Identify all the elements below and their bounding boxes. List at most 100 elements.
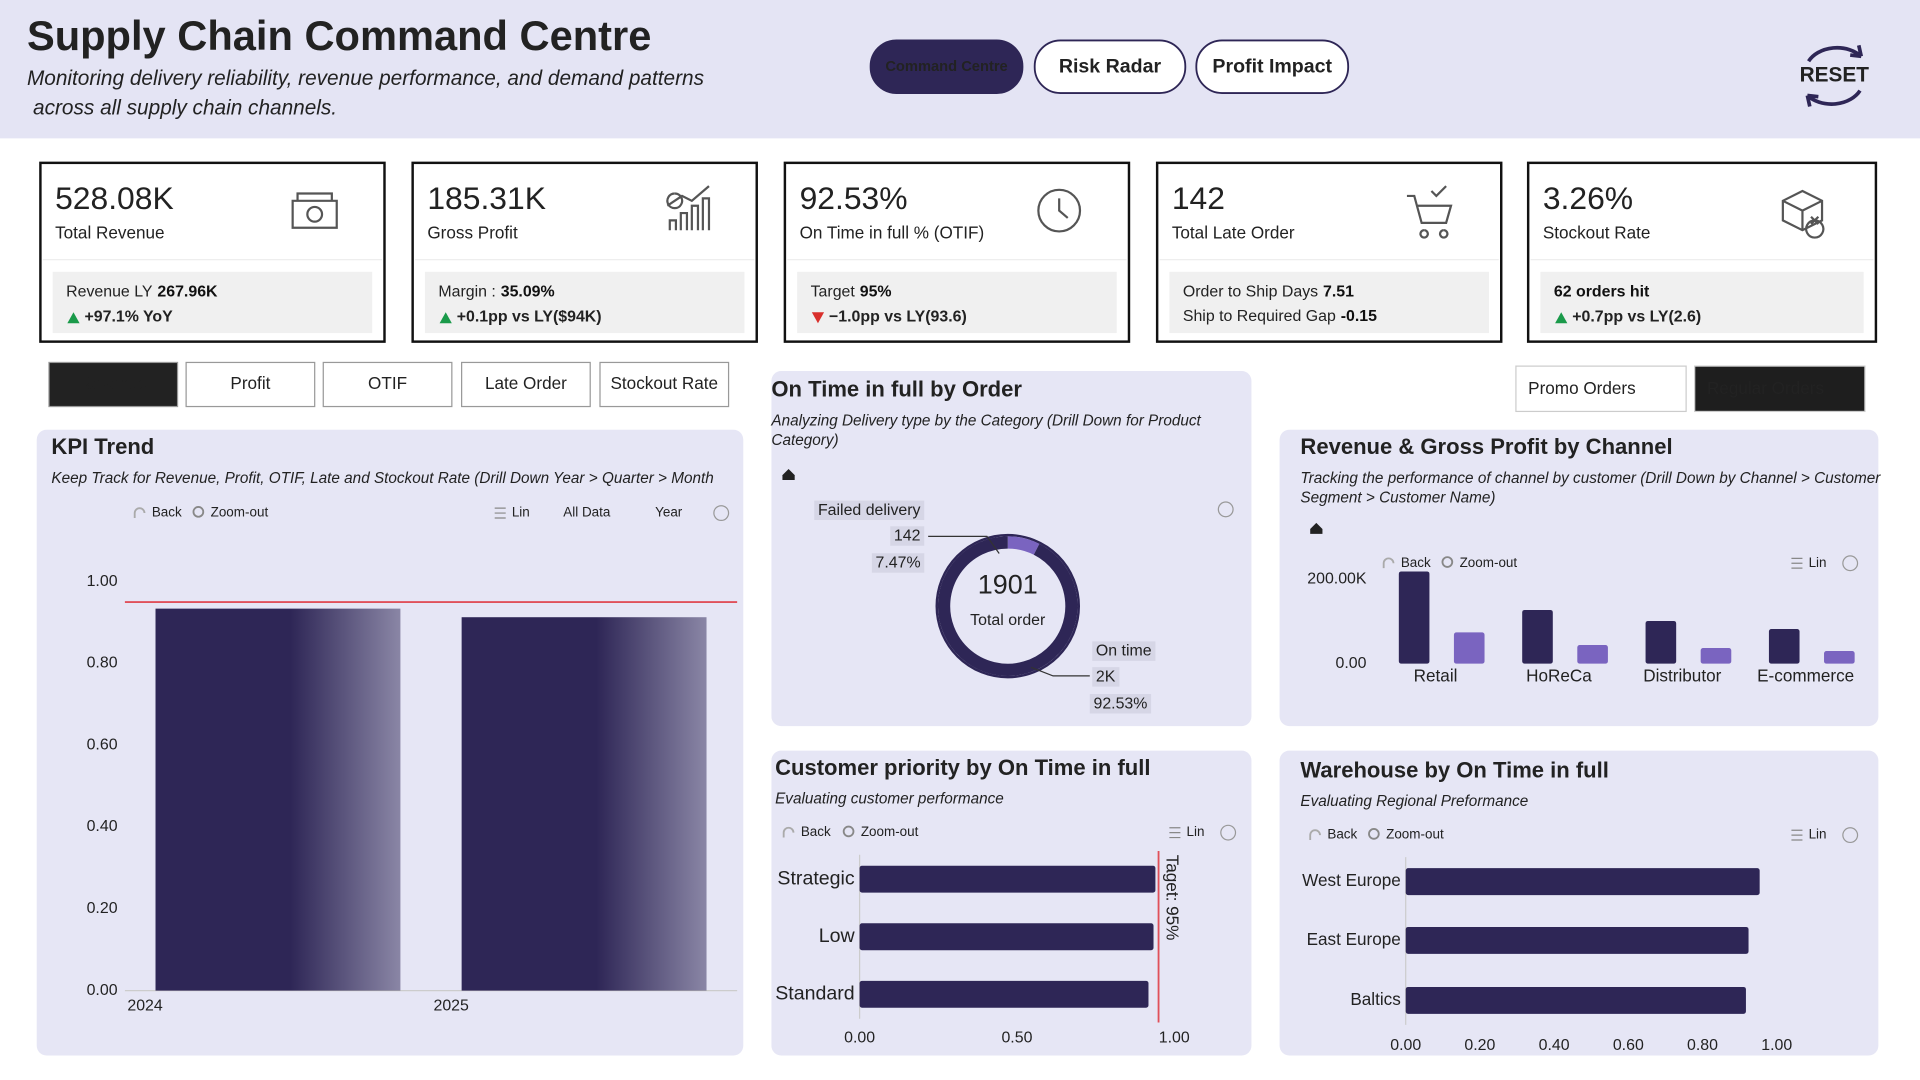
kpi-value: 185.31K [427,180,546,216]
kpi-detail: Margin : 35.09% [438,284,554,301]
tab-label[interactable]: Stockout Rate [610,373,718,393]
kpi-detail-label: Margin : [438,284,495,301]
bar [859,980,1149,1008]
donut-value-label: 2K [1096,668,1116,685]
toggle-label[interactable]: Promo Orders [1528,378,1636,398]
nav-button-label[interactable]: Command Centre [885,59,1007,75]
tab-button[interactable] [599,361,730,408]
x-tick-label: 1.00 [1159,1030,1190,1047]
help-icon[interactable] [713,505,730,522]
home-icon[interactable] [1310,522,1323,534]
kpi-detail-box [52,271,373,334]
help-icon[interactable] [1842,555,1859,572]
label-background [1092,667,1120,687]
tab-button[interactable] [185,361,316,408]
nav-button[interactable] [869,39,1024,94]
back-icon[interactable] [782,826,795,838]
x-tick-label: 0.20 [1464,1037,1495,1054]
home-icon[interactable] [782,468,795,480]
toolbar-scale[interactable]: Lin [1809,555,1827,570]
toolbar-option[interactable]: All Data [563,505,611,520]
kpi-value: 142 [1172,180,1225,216]
kpi-detail-value: -0.15 [1341,308,1377,325]
toolbar-back[interactable]: Back [1401,555,1431,570]
toolbar-option[interactable]: Year [655,505,683,520]
kpi-change: +0.7pp vs LY(2.6) [1572,308,1701,325]
kpi-detail-value: 95% [860,284,892,301]
zoom-icon[interactable] [1368,828,1380,840]
back-icon[interactable] [1382,557,1395,569]
tab-button[interactable] [322,361,453,408]
donut-share-label: 7.47% [876,554,921,571]
tab-button[interactable] [48,361,179,408]
y-tick-label: 0.00 [87,982,118,999]
chart-subtitle: Evaluating customer performance [775,791,1004,808]
toolbar-zoom[interactable]: Zoom-out [1460,555,1518,570]
tab-label[interactable]: Profit [230,373,270,393]
y-tick-label: 0.00 [1336,655,1367,672]
nav-button-label[interactable]: Risk Radar [1059,56,1162,78]
x-tick-label: Retail [1414,666,1458,686]
toolbar-scale[interactable]: Lin [512,505,530,520]
bar [859,923,1154,951]
leader-line [928,535,1000,554]
chart-subtitle: Category) [771,432,838,449]
reset-label[interactable]: RESET [1800,63,1870,86]
tab-label[interactable]: Revenue [79,373,148,393]
x-tick-label: 0.60 [1613,1037,1644,1054]
label-background [814,500,925,521]
x-tick-label: 0.00 [1390,1037,1421,1054]
nav-button[interactable] [1033,39,1187,94]
kpi-change: +0.1pp vs LY($94K) [457,308,602,325]
kpi-detail: Target 95% [811,284,892,301]
zoom-icon[interactable] [1441,556,1454,568]
zoom-icon[interactable] [842,825,855,838]
kpi-detail-label: Order to Ship Days [1183,284,1318,301]
toggle-button[interactable] [1694,365,1866,413]
reset-icon[interactable] [1805,44,1864,107]
trend-up-arrow [1555,312,1568,324]
help-icon[interactable] [1220,824,1237,841]
page-subtitle: Monitoring delivery reliability, revenue… [27,67,704,90]
x-tick-label: 2025 [433,998,469,1015]
toggle-button[interactable] [1515,365,1687,413]
zoom-icon[interactable] [192,506,205,518]
tab-label[interactable]: Late Order [485,373,567,393]
nav-button[interactable] [1195,39,1350,94]
kpi-label: Stockout Rate [1543,222,1651,242]
scale-icon[interactable] [494,507,506,519]
page-subtitle: across all supply chain channels. [33,96,337,119]
toolbar-back[interactable]: Back [801,824,831,839]
toolbar-scale[interactable]: Lin [1187,824,1205,839]
toggle-label[interactable]: Regular Orders [1707,378,1824,398]
tab-button[interactable] [461,361,591,408]
help-icon[interactable] [1842,827,1859,844]
donut-outline [935,533,1080,679]
toolbar-back[interactable]: Back [152,505,182,520]
toolbar-scale[interactable]: Lin [1809,827,1827,842]
bar [1405,986,1746,1014]
kpi-detail-box [1540,271,1864,334]
chart-subtitle: Keep Track for Revenue, Profit, OTIF, La… [51,470,713,487]
nav-button-label[interactable]: Profit Impact [1212,56,1332,78]
kpi-detail-label: Ship to Required Gap [1183,308,1336,325]
toolbar-zoom[interactable]: Zoom-out [861,824,919,839]
scale-icon[interactable] [1169,827,1181,839]
kpi-detail: 62 orders hit [1554,284,1650,301]
bar [1824,650,1855,664]
toolbar-zoom[interactable]: Zoom-out [211,505,269,520]
kpi-detail: Ship to Required Gap -0.15 [1183,308,1377,325]
scale-icon[interactable] [1791,557,1803,569]
toolbar-back[interactable]: Back [1327,827,1357,842]
x-tick-label: 1.00 [1761,1037,1792,1054]
back-icon[interactable] [133,507,146,518]
toolbar-zoom[interactable]: Zoom-out [1386,827,1444,842]
tab-label[interactable]: OTIF [368,373,407,393]
x-tick-label: 0.80 [1687,1037,1718,1054]
x-tick-label: Distributor [1643,666,1721,686]
scale-icon[interactable] [1791,829,1803,841]
back-icon[interactable] [1309,829,1321,840]
chart-subtitle: Evaluating Regional Preformance [1300,793,1528,810]
help-icon[interactable] [1217,501,1234,518]
y-tick-label: West Europe [1302,870,1401,890]
